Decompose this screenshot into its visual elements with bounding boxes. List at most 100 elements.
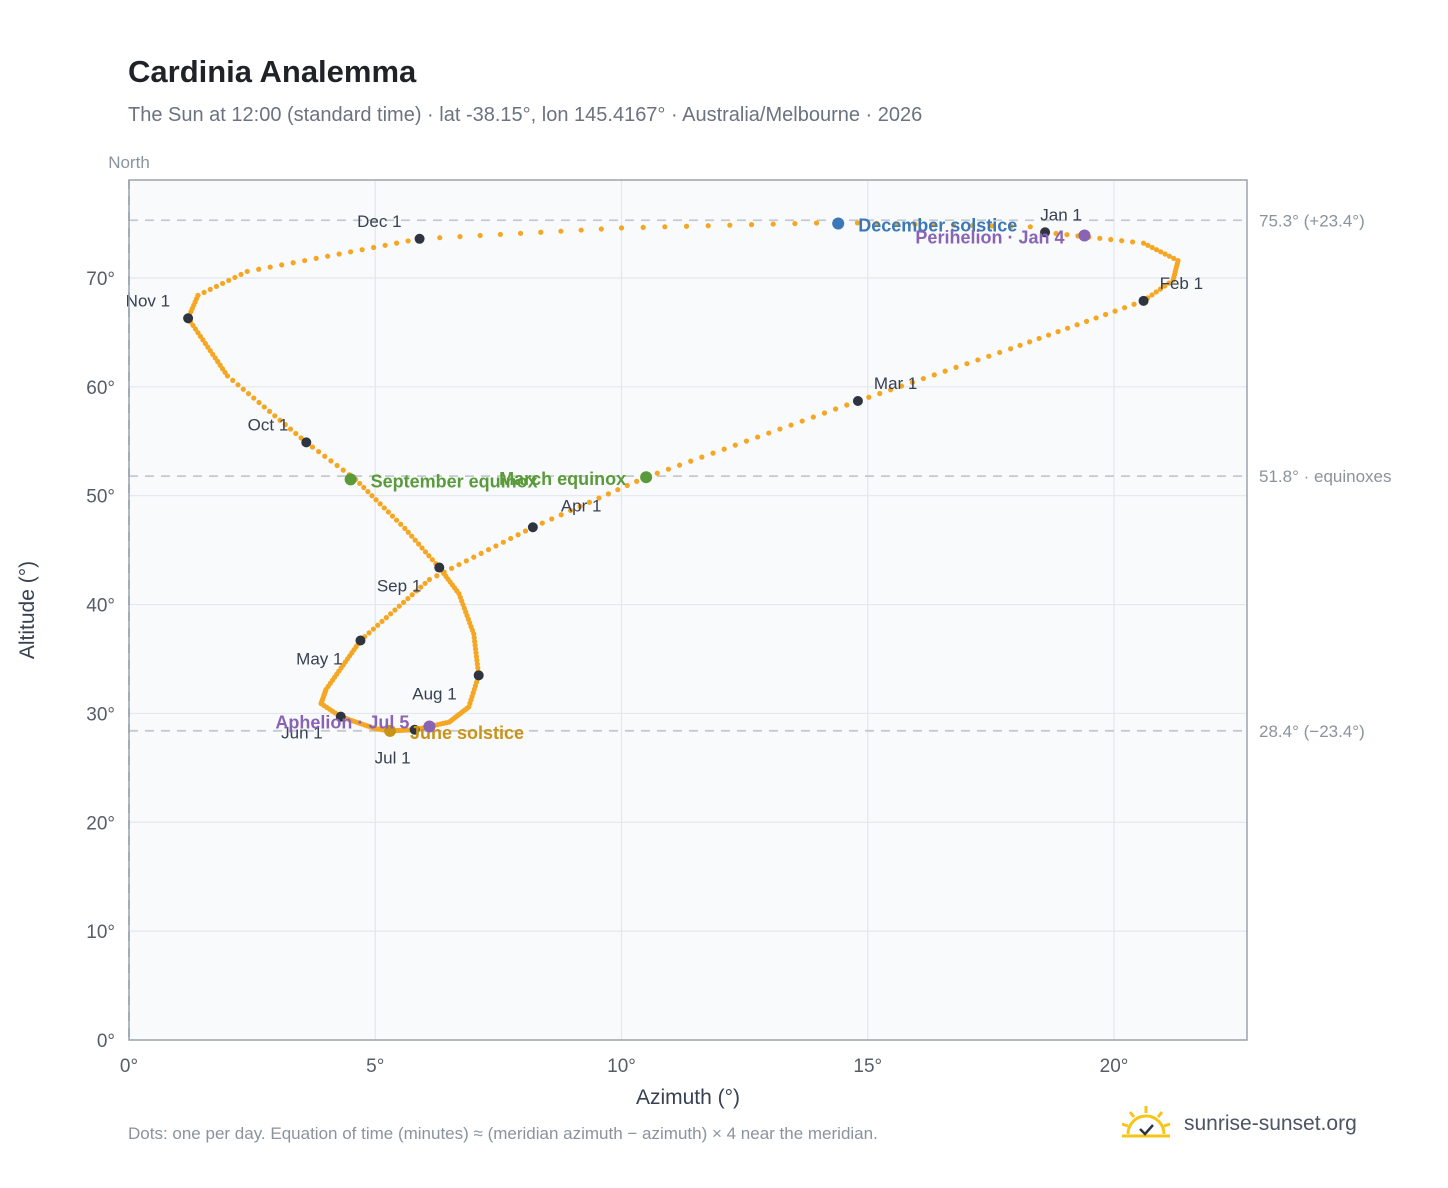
day-dot <box>888 387 894 393</box>
day-dot <box>766 430 772 436</box>
day-dot <box>683 223 690 229</box>
brand[interactable]: sunrise-sunset.org <box>1120 1104 1357 1144</box>
page-title: Cardinia Analemma <box>128 54 417 89</box>
day-dot <box>788 422 794 428</box>
month-label: Dec 1 <box>357 212 401 231</box>
day-dot <box>322 453 328 459</box>
day-dot <box>377 501 383 507</box>
day-dot <box>213 283 220 290</box>
day-dot <box>272 413 278 419</box>
month-label: Aug 1 <box>412 684 456 703</box>
day-dot <box>1026 339 1033 345</box>
day-dot <box>396 603 402 609</box>
y-tick-label: 30° <box>86 704 115 725</box>
x-tick-label: 10° <box>607 1056 636 1077</box>
day-dot <box>334 462 340 469</box>
north-marker: North <box>108 153 150 1040</box>
day-dot <box>792 220 798 227</box>
day-dot <box>207 286 213 293</box>
x-tick-label: 0° <box>120 1056 138 1077</box>
day-dot <box>854 220 861 226</box>
day-dot <box>429 557 435 563</box>
day-dot <box>578 227 584 233</box>
day-dot <box>359 247 365 253</box>
day-dot <box>357 480 363 487</box>
day-dot <box>942 368 948 374</box>
day-dot <box>381 505 387 511</box>
day-dot <box>813 220 820 226</box>
day-dot <box>515 532 521 538</box>
day-dot <box>997 349 1003 356</box>
month-dot <box>434 562 445 573</box>
day-dot <box>419 545 425 551</box>
day-dot <box>508 535 514 542</box>
reference-line-label: 51.8° · equinoxes <box>1259 467 1392 486</box>
day-dot <box>375 622 381 628</box>
month-dot <box>473 670 484 681</box>
day-dot <box>676 462 683 468</box>
day-dot <box>267 264 273 270</box>
day-dot <box>522 528 529 534</box>
day-dot <box>558 228 564 234</box>
day-dot <box>348 249 354 255</box>
day-dot <box>418 584 424 590</box>
y-tick-label: 40° <box>86 596 115 617</box>
footnote: Dots: one per day. Equation of time (min… <box>128 1124 878 1143</box>
month-label: Jan 1 <box>1040 205 1082 224</box>
day-dot <box>912 221 918 227</box>
day-dot <box>279 262 285 268</box>
day-dot <box>472 646 479 652</box>
x-tick-label: 5° <box>366 1056 384 1077</box>
day-dot <box>1017 342 1023 348</box>
day-dot <box>634 478 640 484</box>
reference-lines: 75.3° (+23.4°) 51.8° · equinoxes 28.4° (−2… <box>129 211 1392 741</box>
day-dot <box>577 503 583 510</box>
month-label: Feb 1 <box>1160 274 1203 293</box>
day-dot <box>748 222 755 228</box>
day-dot <box>457 234 463 240</box>
day-dot <box>1036 335 1042 342</box>
day-dot <box>328 458 334 464</box>
day-dot <box>393 240 400 246</box>
day-dot <box>618 225 625 231</box>
day-dot <box>309 444 316 450</box>
day-dot <box>1045 332 1052 338</box>
day-dot <box>1149 292 1155 298</box>
plot-frame <box>128 179 1248 1041</box>
month-markers: Jan 1 Feb 1 Mar 1 Apr 1 May 1 Jun 1 Jul 1 Aug 1… <box>126 205 1203 767</box>
x-axis-title: Azimuth (°) <box>636 1086 740 1109</box>
month-dot <box>414 233 425 244</box>
day-dot <box>405 238 411 244</box>
month-label: Apr 1 <box>561 496 602 515</box>
day-dot <box>1108 236 1114 243</box>
event-label: Perihelion · Jan 4 <box>915 228 1064 248</box>
event-label: March equinox <box>499 469 626 489</box>
event-dot <box>344 473 357 486</box>
brand-name: sunrise-sunset.org <box>1184 1112 1357 1135</box>
day-dot <box>539 520 545 526</box>
day-dot <box>833 406 839 412</box>
day-dot <box>422 580 428 586</box>
day-dot <box>844 402 850 408</box>
day-dot <box>325 253 331 259</box>
day-dot <box>219 280 226 287</box>
day-dot <box>232 274 238 281</box>
day-dot <box>1171 255 1177 261</box>
day-dot <box>366 630 372 636</box>
month-dot <box>355 635 366 646</box>
y-tick-label: 10° <box>86 922 115 943</box>
day-dot <box>471 635 477 641</box>
day-dot <box>586 499 593 505</box>
day-dot <box>287 426 294 432</box>
day-dot <box>1162 283 1168 289</box>
day-dot <box>393 517 400 523</box>
month-dot <box>183 313 194 324</box>
y-tick-label: 0° <box>97 1031 115 1052</box>
day-dot <box>1074 322 1080 328</box>
day-dot <box>298 435 304 441</box>
day-dot <box>402 525 408 531</box>
day-dot <box>405 529 411 535</box>
day-dot <box>412 537 418 543</box>
north-label: North <box>108 153 150 172</box>
